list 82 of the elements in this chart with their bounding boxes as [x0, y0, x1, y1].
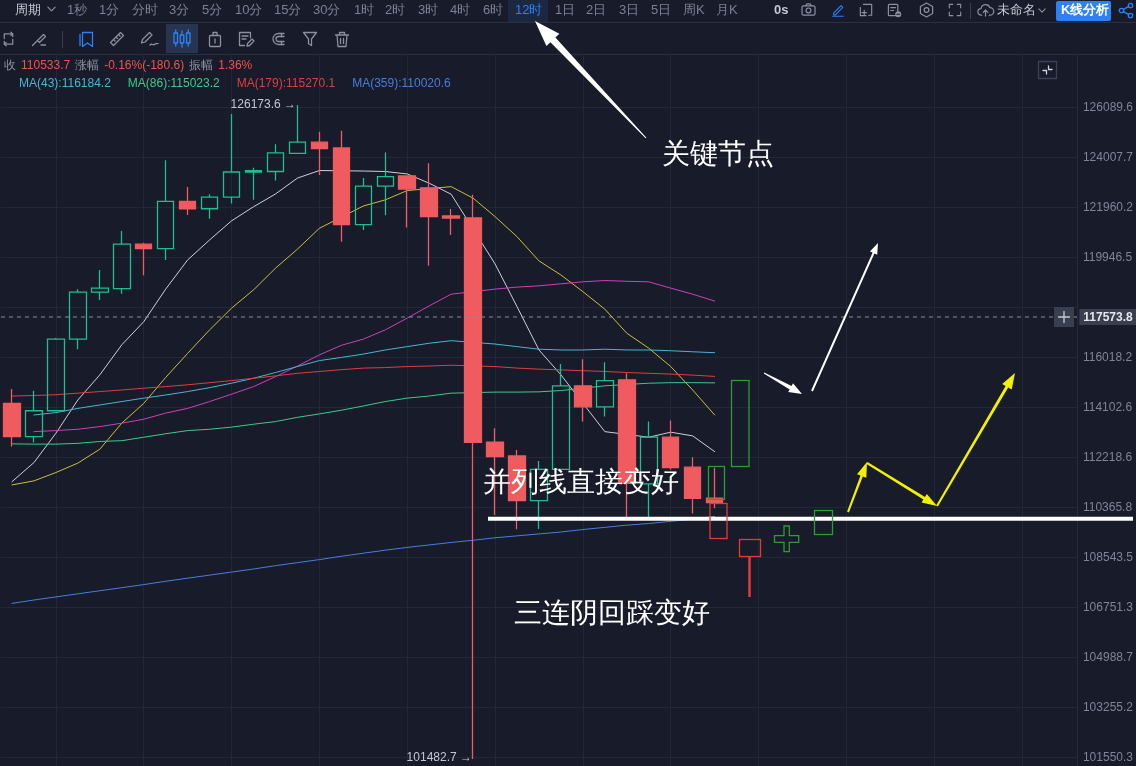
line-series	[33, 340, 716, 416]
text: MA(86):115023.2	[127, 76, 220, 90]
text: 2时	[385, 2, 406, 18]
candlestick	[46, 337, 66, 412]
y-tick-label: 124007.7	[1082, 150, 1134, 164]
ref-line-label: 117573.8	[1083, 310, 1134, 324]
text: 4时	[450, 2, 471, 18]
candlestick	[683, 456, 702, 515]
text: 1日	[555, 2, 576, 18]
line-series	[11, 364, 716, 397]
candlestick	[397, 174, 417, 229]
text: 3日	[619, 2, 640, 18]
y-tick-label: 126089.6	[1082, 100, 1134, 114]
text: 月K	[716, 2, 738, 18]
candlestick	[441, 208, 461, 236]
text: 未命名	[997, 2, 1036, 18]
y-tick-label: 116018.2	[1082, 350, 1133, 364]
text: 2日	[586, 2, 607, 18]
annotation: 收	[4, 58, 16, 72]
text: 1分	[99, 2, 120, 18]
candlestick	[222, 113, 241, 205]
text: MA(179):115270.1	[236, 76, 336, 90]
y-tick-label: 103255.2	[1082, 699, 1134, 714]
text: 0s	[774, 2, 789, 18]
text: MA(43):116184.2	[19, 76, 112, 90]
text: 周期	[15, 2, 41, 18]
candlestick	[573, 358, 593, 423]
text: 1秒	[67, 2, 88, 18]
candlestick	[463, 194, 483, 760]
y-tick-label: 114102.6	[1082, 400, 1133, 414]
candlestick	[68, 288, 88, 350]
y-tick-label: 112218.6	[1082, 449, 1133, 464]
y-tick-label: 104988.7	[1082, 649, 1134, 664]
y-tick-label: 121960.2	[1082, 200, 1134, 214]
annotation: -0.16%(-180.6)	[104, 58, 185, 72]
annotation: 1.36%	[218, 58, 253, 72]
text: 10分	[235, 2, 263, 18]
text: MA(359):110020.6	[352, 76, 452, 90]
candlestick	[178, 186, 197, 216]
y-tick-label: 106751.3	[1082, 599, 1134, 614]
candlestick	[419, 162, 439, 267]
candlestick	[134, 242, 153, 276]
candlestick	[661, 419, 680, 471]
annotation: 126173.6 →	[230, 97, 296, 111]
candlestick	[310, 131, 329, 176]
candlestick	[90, 269, 110, 301]
annotation: 三连阴回踩变好	[514, 597, 710, 628]
candlestick	[376, 151, 395, 216]
text: 分时	[132, 2, 158, 18]
text: 30分	[313, 2, 341, 18]
text: 3分	[169, 2, 190, 18]
candlestick	[354, 177, 373, 231]
text: 5分	[202, 2, 223, 18]
text: 12时	[515, 2, 543, 18]
annotation: 110533.7	[21, 58, 71, 72]
text: 1时	[354, 2, 375, 18]
candlestick	[595, 361, 615, 418]
line-series	[33, 280, 716, 433]
candlestick	[112, 230, 132, 295]
annotation: 101482.7 →	[406, 750, 472, 764]
candlestick	[288, 104, 307, 154]
y-tick-label: 108543.5	[1082, 549, 1134, 564]
y-tick-label: 101550.3	[1082, 749, 1134, 764]
candlestick	[266, 143, 285, 182]
text: 5日	[651, 2, 672, 18]
y-tick-label: 110365.8	[1082, 499, 1133, 514]
text: 3时	[418, 2, 439, 18]
text: K线分析	[1061, 2, 1110, 18]
annotation: 涨幅	[75, 58, 100, 72]
candlestick	[2, 388, 22, 448]
candlestick	[24, 390, 44, 444]
candlestick	[244, 167, 263, 201]
line-series	[11, 382, 716, 445]
y-tick-label: 119946.5	[1082, 250, 1133, 264]
annotation: 关键节点	[662, 138, 774, 169]
text: 周K	[683, 2, 705, 18]
candlestick	[156, 159, 175, 261]
annotation: 振幅	[189, 58, 214, 72]
text: 6时	[483, 2, 504, 18]
text: 15分	[274, 2, 302, 18]
candlestick	[332, 130, 351, 243]
candlestick	[200, 193, 219, 220]
